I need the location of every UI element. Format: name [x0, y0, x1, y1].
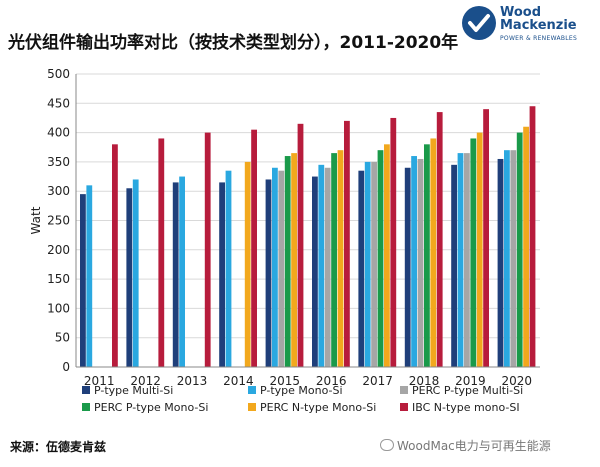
legend-label: PERC P-type Mono-Si	[94, 401, 208, 414]
legend-swatch	[82, 403, 90, 411]
bar	[384, 144, 390, 367]
bar	[516, 132, 523, 367]
y-tick-label: 500	[47, 67, 70, 81]
bar	[86, 185, 93, 367]
logo-wordmark: Wood Mackenzie	[500, 5, 577, 33]
y-tick-label: 250	[47, 214, 70, 228]
x-tick-label: 2011	[84, 374, 115, 388]
bar	[244, 161, 251, 367]
bar	[451, 164, 457, 367]
bar	[417, 158, 424, 367]
logo-check-icon	[462, 6, 496, 40]
bar	[318, 164, 325, 367]
legend-swatch	[400, 403, 408, 411]
bar	[483, 109, 489, 367]
bar	[297, 123, 304, 367]
bar	[497, 158, 504, 367]
legend-label: P-type Mono-Si	[260, 384, 343, 397]
bar	[225, 170, 232, 367]
y-tick-label: 350	[47, 155, 70, 169]
bar	[504, 150, 510, 367]
bar	[390, 117, 397, 367]
x-tick-label: 2015	[270, 374, 301, 388]
bar	[371, 161, 377, 367]
x-tick-label: 2013	[177, 374, 208, 388]
x-tick-label: 2017	[362, 374, 393, 388]
legend-label: PERC P-type Multi-Si	[412, 384, 523, 397]
bar	[251, 129, 257, 367]
y-tick-label: 300	[47, 184, 70, 198]
bar	[377, 150, 384, 367]
bar	[470, 138, 477, 367]
y-tick-label: 50	[55, 331, 70, 345]
bar	[411, 156, 417, 367]
bar	[424, 144, 430, 367]
x-tick-label: 2020	[502, 374, 533, 388]
legend-swatch	[82, 386, 90, 394]
bar	[265, 179, 272, 367]
y-tick-label: 150	[47, 272, 70, 286]
woodmac-logo: Wood Mackenzie POWER & RENEWABLES	[462, 6, 594, 46]
bar	[457, 153, 464, 367]
source-note: 来源：伍德麦肯兹	[10, 440, 107, 454]
x-tick-label: 2014	[223, 374, 254, 388]
bar	[404, 167, 411, 367]
bar-chart: 0 50 100 150 200 250 300 350 400 450 500 Watt 2011 20…	[29, 67, 540, 414]
chart-title: 光伏组件输出功率对比（按技术类型划分），2011-2020年	[8, 33, 459, 53]
bar	[284, 156, 291, 367]
x-tick-label: 2018	[409, 374, 440, 388]
bar	[529, 106, 536, 368]
bar	[272, 167, 278, 367]
bar	[364, 161, 371, 367]
bar	[436, 112, 443, 367]
bar	[337, 150, 344, 367]
bar	[172, 182, 179, 367]
legend-swatch	[400, 386, 408, 394]
y-tick-label: 0	[62, 360, 70, 374]
x-tick-label: 2012	[130, 374, 161, 388]
bar	[324, 167, 331, 367]
legend-label: PERC N-type Mono-Si	[260, 401, 376, 414]
bar	[278, 170, 285, 367]
bar	[291, 153, 297, 367]
bar	[204, 132, 211, 367]
bar	[112, 144, 118, 367]
y-tick-label: 200	[47, 243, 70, 257]
x-tick-label: 2019	[455, 374, 486, 388]
y-tick-label: 100	[47, 301, 70, 315]
x-tick-label: 2016	[316, 374, 347, 388]
bar	[510, 150, 517, 367]
y-axis-label: Watt	[29, 206, 43, 234]
y-tick-label: 450	[47, 96, 70, 110]
bar	[344, 120, 350, 367]
wechat-icon	[380, 439, 394, 451]
legend-swatch	[248, 386, 256, 394]
bar	[430, 138, 437, 367]
bar	[523, 126, 529, 368]
legend-swatch	[248, 403, 256, 411]
bar	[179, 176, 185, 367]
legend-label: P-type Multi-Si	[94, 384, 173, 397]
bar	[358, 170, 365, 367]
bar	[312, 176, 318, 367]
bar	[126, 188, 133, 367]
y-tick-label: 400	[47, 126, 70, 140]
watermark-text: WoodMac电力与可再生能源	[397, 439, 551, 453]
bar	[80, 194, 86, 367]
bar	[158, 138, 165, 367]
logo-tagline: POWER & RENEWABLES	[500, 35, 578, 42]
bar	[476, 132, 483, 367]
bar	[132, 179, 139, 367]
watermark: WoodMac电力与可再生能源	[380, 437, 551, 454]
bar	[331, 153, 337, 367]
legend-label: IBC N-type mono-SI	[412, 401, 520, 414]
bar	[219, 182, 225, 367]
bar	[464, 153, 470, 367]
